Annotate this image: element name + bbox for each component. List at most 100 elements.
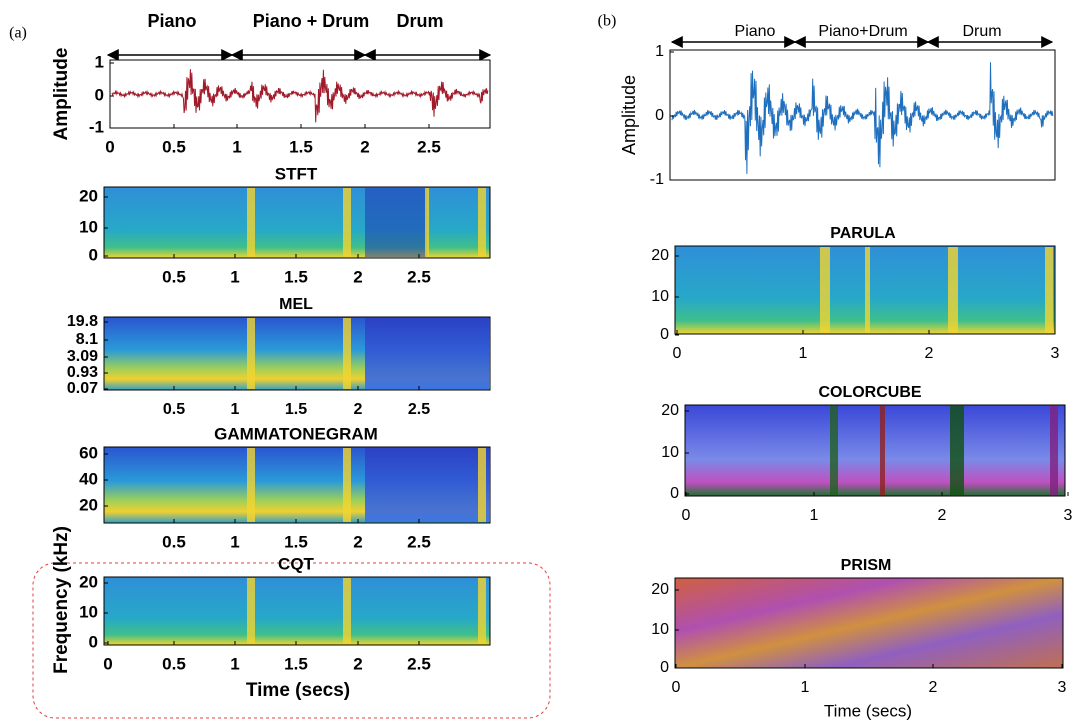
y-tick-label: 19.8 (67, 313, 98, 330)
spectrogram-band (1045, 247, 1053, 333)
y-tick-label: 0 (89, 245, 98, 264)
x-tick-label: 2.5 (407, 267, 431, 286)
y-tick-label: 20 (661, 402, 679, 419)
spectrogram-band (365, 318, 490, 389)
y-tick-label: 0 (95, 85, 104, 104)
y-tick-label: 0 (660, 659, 669, 676)
x-tick-label: 2 (353, 532, 362, 551)
x-tick-label: 0.5 (162, 267, 186, 286)
y-tick-label: 20 (79, 572, 98, 591)
segment-label: Drum (396, 11, 443, 31)
y-tick-label: 0.07 (67, 380, 98, 397)
x-tick-label: 1 (810, 507, 819, 524)
spectrogram-band (820, 247, 830, 333)
spectrogram (103, 186, 491, 259)
spectrogram-band (343, 578, 351, 644)
x-tick-label: 2 (354, 401, 363, 418)
plot-title: STFT (275, 164, 318, 183)
plot-title: CQT (278, 554, 315, 573)
x-tick-label: 1 (230, 654, 239, 673)
x-tick-label: 1.5 (284, 532, 308, 551)
x-tick-label: 0 (105, 137, 114, 156)
segment-label: Piano (147, 11, 196, 31)
plot-title: GAMMATONEGRAM (214, 424, 378, 443)
x-tick-label: 1.5 (284, 654, 308, 673)
y-tick-label: 0 (670, 485, 679, 502)
x-axis-label: Time (secs) (824, 701, 912, 720)
x-tick-label: 2 (925, 345, 934, 362)
x-tick-label: 0.5 (162, 137, 186, 156)
y-axis-label: Amplitude (51, 48, 72, 141)
x-tick-label: 1.5 (284, 267, 308, 286)
x-tick-label: 0 (682, 507, 691, 524)
x-tick-label: 0.5 (162, 654, 186, 673)
y-axis-label: Frequency (kHz) (51, 526, 72, 674)
x-tick-label: 0.5 (162, 532, 186, 551)
x-tick-label: 1.5 (285, 401, 307, 418)
x-tick-label: 1 (231, 401, 240, 418)
highlight-box (32, 562, 551, 719)
plot-title: PRISM (841, 557, 892, 574)
spectrogram-band (478, 188, 486, 257)
y-tick-label: 1 (95, 52, 104, 71)
x-tick-label: 2 (360, 137, 369, 156)
spectrogram-band (247, 578, 255, 644)
y-tick-label: 0 (89, 632, 98, 651)
x-tick-label: 1 (230, 267, 239, 286)
y-tick-label: 0 (660, 326, 669, 343)
y-tick-label: 10 (651, 621, 669, 638)
spectrogram-band (247, 318, 255, 389)
spectrogram (103, 576, 491, 646)
x-tick-label: 0 (673, 345, 682, 362)
x-tick-label: 2 (938, 507, 947, 524)
x-tick-label: 0 (103, 654, 112, 673)
x-tick-label: 1 (230, 532, 239, 551)
spectrogram-band (365, 188, 427, 257)
segment-label: Piano+Drum (818, 23, 907, 40)
x-tick-label: 3 (1051, 345, 1060, 362)
spectrogram-band (343, 188, 351, 257)
x-tick-label: 1 (799, 345, 808, 362)
y-tick-label: 60 (79, 443, 98, 462)
x-tick-label: 1 (232, 137, 241, 156)
spectrogram-band (425, 188, 429, 257)
spectrogram-band (247, 448, 255, 522)
y-tick-label: 0.93 (67, 364, 98, 381)
y-axis-label: Amplitude (619, 75, 639, 155)
y-tick-label: 3.09 (67, 348, 98, 365)
y-tick-label: 20 (651, 247, 669, 264)
y-tick-label: 10 (79, 602, 98, 621)
x-tick-label: 2.5 (417, 137, 441, 156)
x-axis-label: Time (secs) (246, 680, 350, 701)
y-tick-label: 10 (79, 217, 98, 236)
spectrogram (684, 404, 1066, 497)
x-tick-label: 0 (672, 679, 681, 696)
spectrogram (674, 577, 1064, 669)
y-tick-label: 20 (79, 495, 98, 514)
spectrogram-band (950, 406, 964, 495)
spectrogram-band (478, 578, 486, 644)
panel-label: (b) (598, 13, 617, 30)
x-tick-label: 2 (353, 267, 362, 286)
x-tick-label: 1 (801, 679, 810, 696)
plot-title: COLORCUBE (818, 384, 921, 401)
spectrogram-band (830, 406, 838, 495)
segment-label: Drum (962, 23, 1001, 40)
y-tick-label: 0 (655, 107, 664, 124)
plot-title: PARULA (830, 225, 896, 242)
plot-title: MEL (279, 296, 313, 313)
spectrogram-band (865, 247, 870, 333)
y-tick-label: 10 (661, 444, 679, 461)
spectrogram-band (343, 448, 351, 522)
y-tick-label: 8.1 (76, 331, 98, 348)
spectrogram-band (880, 406, 885, 495)
spectrogram-band (247, 188, 255, 257)
segment-label: Piano + Drum (253, 11, 370, 31)
x-tick-label: 1.5 (289, 137, 313, 156)
spectrogram-band (478, 448, 486, 522)
waveform (671, 62, 1054, 174)
x-tick-label: 2 (929, 679, 938, 696)
x-tick-label: 3 (1064, 507, 1073, 524)
spectrogram-band (365, 448, 490, 522)
